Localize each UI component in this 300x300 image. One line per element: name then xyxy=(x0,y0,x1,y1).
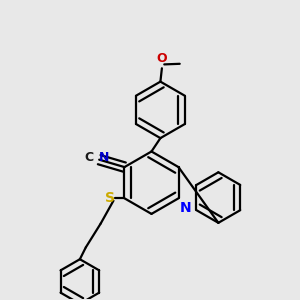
Text: O: O xyxy=(157,52,167,65)
Text: N: N xyxy=(180,201,192,215)
Text: N: N xyxy=(99,151,109,164)
Text: S: S xyxy=(105,191,115,205)
Text: C: C xyxy=(85,151,94,164)
